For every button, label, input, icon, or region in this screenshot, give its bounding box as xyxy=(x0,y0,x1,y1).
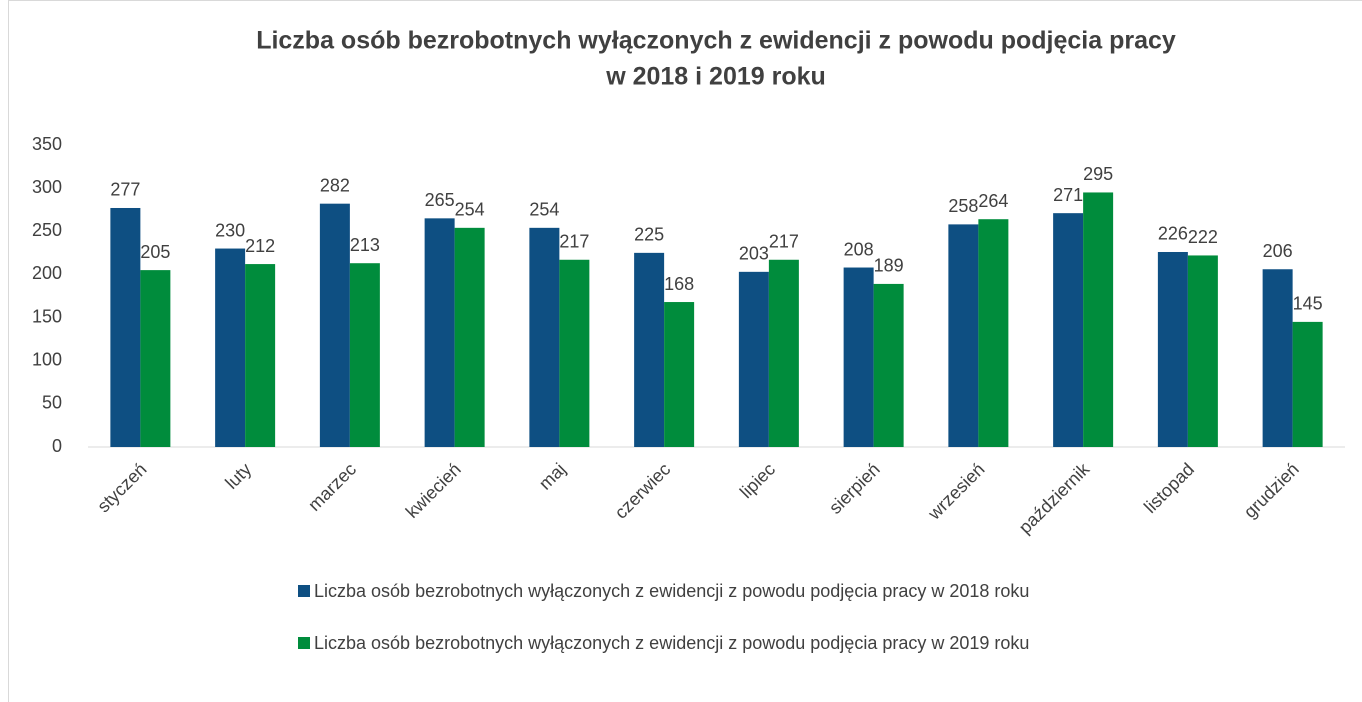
data-label: 258 xyxy=(948,196,978,216)
x-tick-label: listopad xyxy=(1140,459,1198,517)
y-tick-label: 100 xyxy=(32,349,62,369)
y-tick-label: 200 xyxy=(32,263,62,283)
data-label: 203 xyxy=(739,244,769,264)
x-tick-label: lipiec xyxy=(736,459,779,502)
data-label: 226 xyxy=(1158,224,1188,244)
bar xyxy=(768,259,799,447)
data-label: 277 xyxy=(110,180,140,200)
bar xyxy=(1053,213,1084,447)
data-label: 254 xyxy=(529,200,559,220)
data-label: 230 xyxy=(215,220,245,240)
y-tick-label: 150 xyxy=(32,306,62,326)
data-label: 295 xyxy=(1083,164,1113,184)
y-tick-label: 0 xyxy=(52,436,62,456)
bar xyxy=(349,263,380,447)
x-tick-label: grudzień xyxy=(1240,459,1303,522)
bar xyxy=(948,224,979,447)
bar xyxy=(1292,321,1323,447)
bar xyxy=(738,271,769,447)
x-tick-label: czerwiec xyxy=(611,459,675,523)
data-label: 145 xyxy=(1293,294,1323,314)
bar xyxy=(559,259,590,447)
data-label: 208 xyxy=(844,239,874,259)
bar xyxy=(245,264,276,447)
data-label: 254 xyxy=(455,200,485,220)
data-label: 212 xyxy=(245,236,275,256)
y-tick-label: 50 xyxy=(42,393,62,413)
bar xyxy=(873,283,904,447)
x-tick-label: marzec xyxy=(304,459,360,515)
bar xyxy=(454,227,485,447)
data-label: 265 xyxy=(425,190,455,210)
data-label: 213 xyxy=(350,235,380,255)
x-tick-label: sierpień xyxy=(825,459,884,518)
legend-label: Liczba osób bezrobotnych wyłączonych z e… xyxy=(314,633,1030,653)
data-label: 282 xyxy=(320,175,350,195)
legend-item: Liczba osób bezrobotnych wyłączonych z e… xyxy=(298,630,1058,656)
data-label: 168 xyxy=(664,274,694,294)
bar xyxy=(319,203,350,447)
chart-title: Liczba osób bezrobotnych wyłączonych z e… xyxy=(256,27,1176,55)
y-tick-label: 350 xyxy=(32,134,62,154)
bar xyxy=(978,219,1009,447)
bar xyxy=(1262,269,1293,447)
bar xyxy=(1187,255,1218,447)
bar xyxy=(1083,192,1114,447)
bar xyxy=(634,252,665,447)
x-tick-label: maj xyxy=(535,459,570,494)
bar xyxy=(664,302,695,447)
bar xyxy=(140,270,171,447)
y-tick-label: 300 xyxy=(32,177,62,197)
data-label: 225 xyxy=(634,225,664,245)
data-label: 205 xyxy=(140,242,170,262)
data-label: 264 xyxy=(978,191,1008,211)
bar xyxy=(1157,251,1188,447)
legend-swatch xyxy=(298,585,310,597)
legend-label: Liczba osób bezrobotnych wyłączonych z e… xyxy=(314,581,1030,601)
legend-swatch xyxy=(298,637,310,649)
bar xyxy=(843,267,874,447)
data-label: 217 xyxy=(769,232,799,252)
bar xyxy=(110,207,141,447)
x-tick-label: luty xyxy=(221,459,255,493)
bar xyxy=(215,248,246,447)
bar xyxy=(424,218,455,447)
data-label: 222 xyxy=(1188,227,1218,247)
data-label: 217 xyxy=(559,232,589,252)
data-label: 189 xyxy=(874,256,904,276)
x-tick-label: styczeń xyxy=(93,459,150,516)
data-label: 271 xyxy=(1053,185,1083,205)
x-tick-label: kwiecień xyxy=(402,459,465,522)
chart-title: w 2018 i 2019 roku xyxy=(605,63,826,91)
bar xyxy=(529,227,560,447)
x-tick-label: wrzesień xyxy=(923,459,988,524)
y-tick-label: 250 xyxy=(32,220,62,240)
x-tick-label: październik xyxy=(1015,458,1094,537)
chart-border xyxy=(8,0,1362,702)
data-label: 206 xyxy=(1263,241,1293,261)
legend-item: Liczba osób bezrobotnych wyłączonych z e… xyxy=(298,578,1058,604)
